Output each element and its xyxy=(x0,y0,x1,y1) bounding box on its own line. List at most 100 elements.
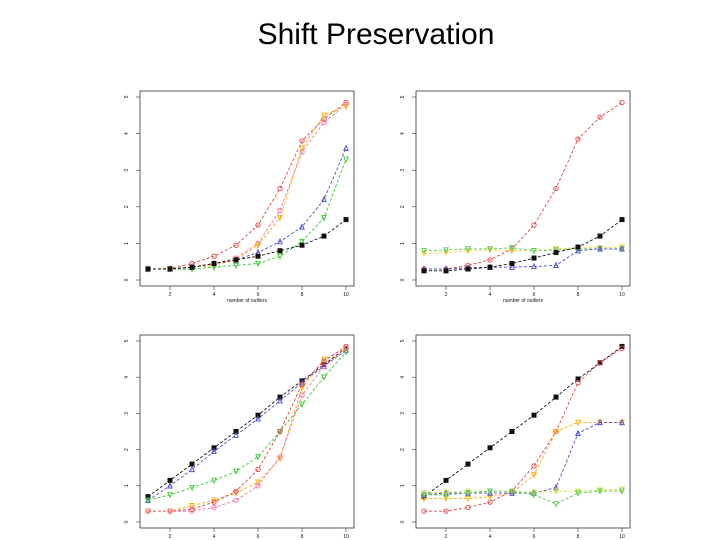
series-1 xyxy=(145,99,349,272)
data-point xyxy=(321,374,327,381)
y-tick-label: 4 xyxy=(124,376,130,379)
data-point xyxy=(619,486,625,494)
y-tick-label: 1 xyxy=(400,484,406,487)
y-tick-label: 5 xyxy=(124,95,130,98)
data-point xyxy=(465,495,471,503)
data-point xyxy=(553,261,559,269)
data-point xyxy=(421,268,427,274)
data-point xyxy=(277,215,283,222)
data-point xyxy=(343,349,349,356)
data-point xyxy=(343,103,349,110)
data-point xyxy=(487,488,493,495)
series-line xyxy=(424,490,622,505)
data-point xyxy=(189,506,195,512)
x-tick-label: 8 xyxy=(301,292,304,298)
data-point xyxy=(531,248,537,255)
series-line xyxy=(424,422,622,499)
data-point xyxy=(255,242,261,249)
data-point xyxy=(531,262,537,270)
y-tick-label: 4 xyxy=(400,376,406,379)
x-tick-label: 6 xyxy=(257,292,260,298)
data-point xyxy=(465,461,471,467)
data-point xyxy=(597,233,603,239)
x-axis-label: number of outliers xyxy=(227,298,268,304)
data-point xyxy=(597,360,603,366)
data-point xyxy=(167,508,173,514)
series-5 xyxy=(421,217,625,274)
data-point xyxy=(553,501,559,508)
data-point xyxy=(211,253,217,259)
series-line xyxy=(148,346,347,512)
data-point xyxy=(233,488,239,494)
series-line xyxy=(423,346,623,498)
data-point xyxy=(487,445,493,451)
series-line xyxy=(423,246,623,255)
chart-panel-1: 0 1 2 3 4 5 2 4 6 8 10 number of outliers xyxy=(124,90,355,304)
series-1 xyxy=(421,343,625,500)
y-tick-label: 3 xyxy=(124,169,130,172)
data-point xyxy=(189,461,195,467)
data-point xyxy=(255,466,261,473)
series-1 xyxy=(145,345,349,500)
data-point xyxy=(167,477,173,483)
data-point xyxy=(553,250,559,256)
data-point xyxy=(299,145,305,152)
chart-panel-4: 0 1 2 3 4 5 2 4 6 8 10 xyxy=(400,334,631,540)
y-tick-label: 5 xyxy=(124,339,130,342)
data-point xyxy=(321,119,327,126)
series-2 xyxy=(421,345,625,514)
y-tick-label: 2 xyxy=(400,205,406,208)
series-6 xyxy=(145,217,349,272)
data-point xyxy=(421,248,427,255)
data-point xyxy=(421,508,427,514)
data-point xyxy=(575,419,581,427)
data-point xyxy=(443,492,449,499)
data-point xyxy=(211,447,217,455)
x-axis-label: number of outliers xyxy=(503,298,544,304)
data-point xyxy=(233,242,239,248)
y-tick-label: 5 xyxy=(400,339,406,342)
data-point xyxy=(465,246,471,253)
data-point xyxy=(189,503,195,510)
data-point xyxy=(465,488,471,495)
data-point xyxy=(343,217,349,223)
data-point xyxy=(443,477,449,483)
data-point xyxy=(597,114,603,120)
series-line xyxy=(147,349,347,501)
data-point xyxy=(575,429,581,436)
data-point xyxy=(167,492,173,499)
series-2 xyxy=(421,244,625,258)
y-tick-label: 2 xyxy=(124,205,130,208)
data-point xyxy=(321,233,327,239)
x-tick-label: 6 xyxy=(257,534,260,540)
data-point xyxy=(211,477,217,485)
series-line xyxy=(423,247,622,252)
series-line xyxy=(148,347,347,512)
series-5 xyxy=(145,156,349,273)
data-point xyxy=(443,508,449,514)
data-point xyxy=(233,431,239,438)
data-point xyxy=(443,268,449,274)
data-point xyxy=(619,245,625,252)
y-tick-label: 4 xyxy=(400,132,406,135)
x-tick-label: 4 xyxy=(489,292,492,298)
series-4 xyxy=(421,245,625,272)
data-point xyxy=(421,490,427,497)
data-point xyxy=(509,488,515,495)
data-point xyxy=(299,223,305,230)
data-point xyxy=(619,418,625,426)
data-point xyxy=(509,245,515,252)
data-point xyxy=(277,454,283,460)
data-point xyxy=(487,247,493,254)
x-tick-label: 10 xyxy=(343,534,349,540)
data-point xyxy=(575,490,581,497)
data-point xyxy=(531,463,537,469)
data-point xyxy=(277,428,283,435)
data-point xyxy=(299,238,305,246)
series-5 xyxy=(421,486,625,497)
x-tick-label: 10 xyxy=(619,534,625,540)
data-point xyxy=(575,247,581,254)
data-point xyxy=(531,222,537,228)
series-6 xyxy=(421,488,625,508)
data-point xyxy=(619,244,625,251)
